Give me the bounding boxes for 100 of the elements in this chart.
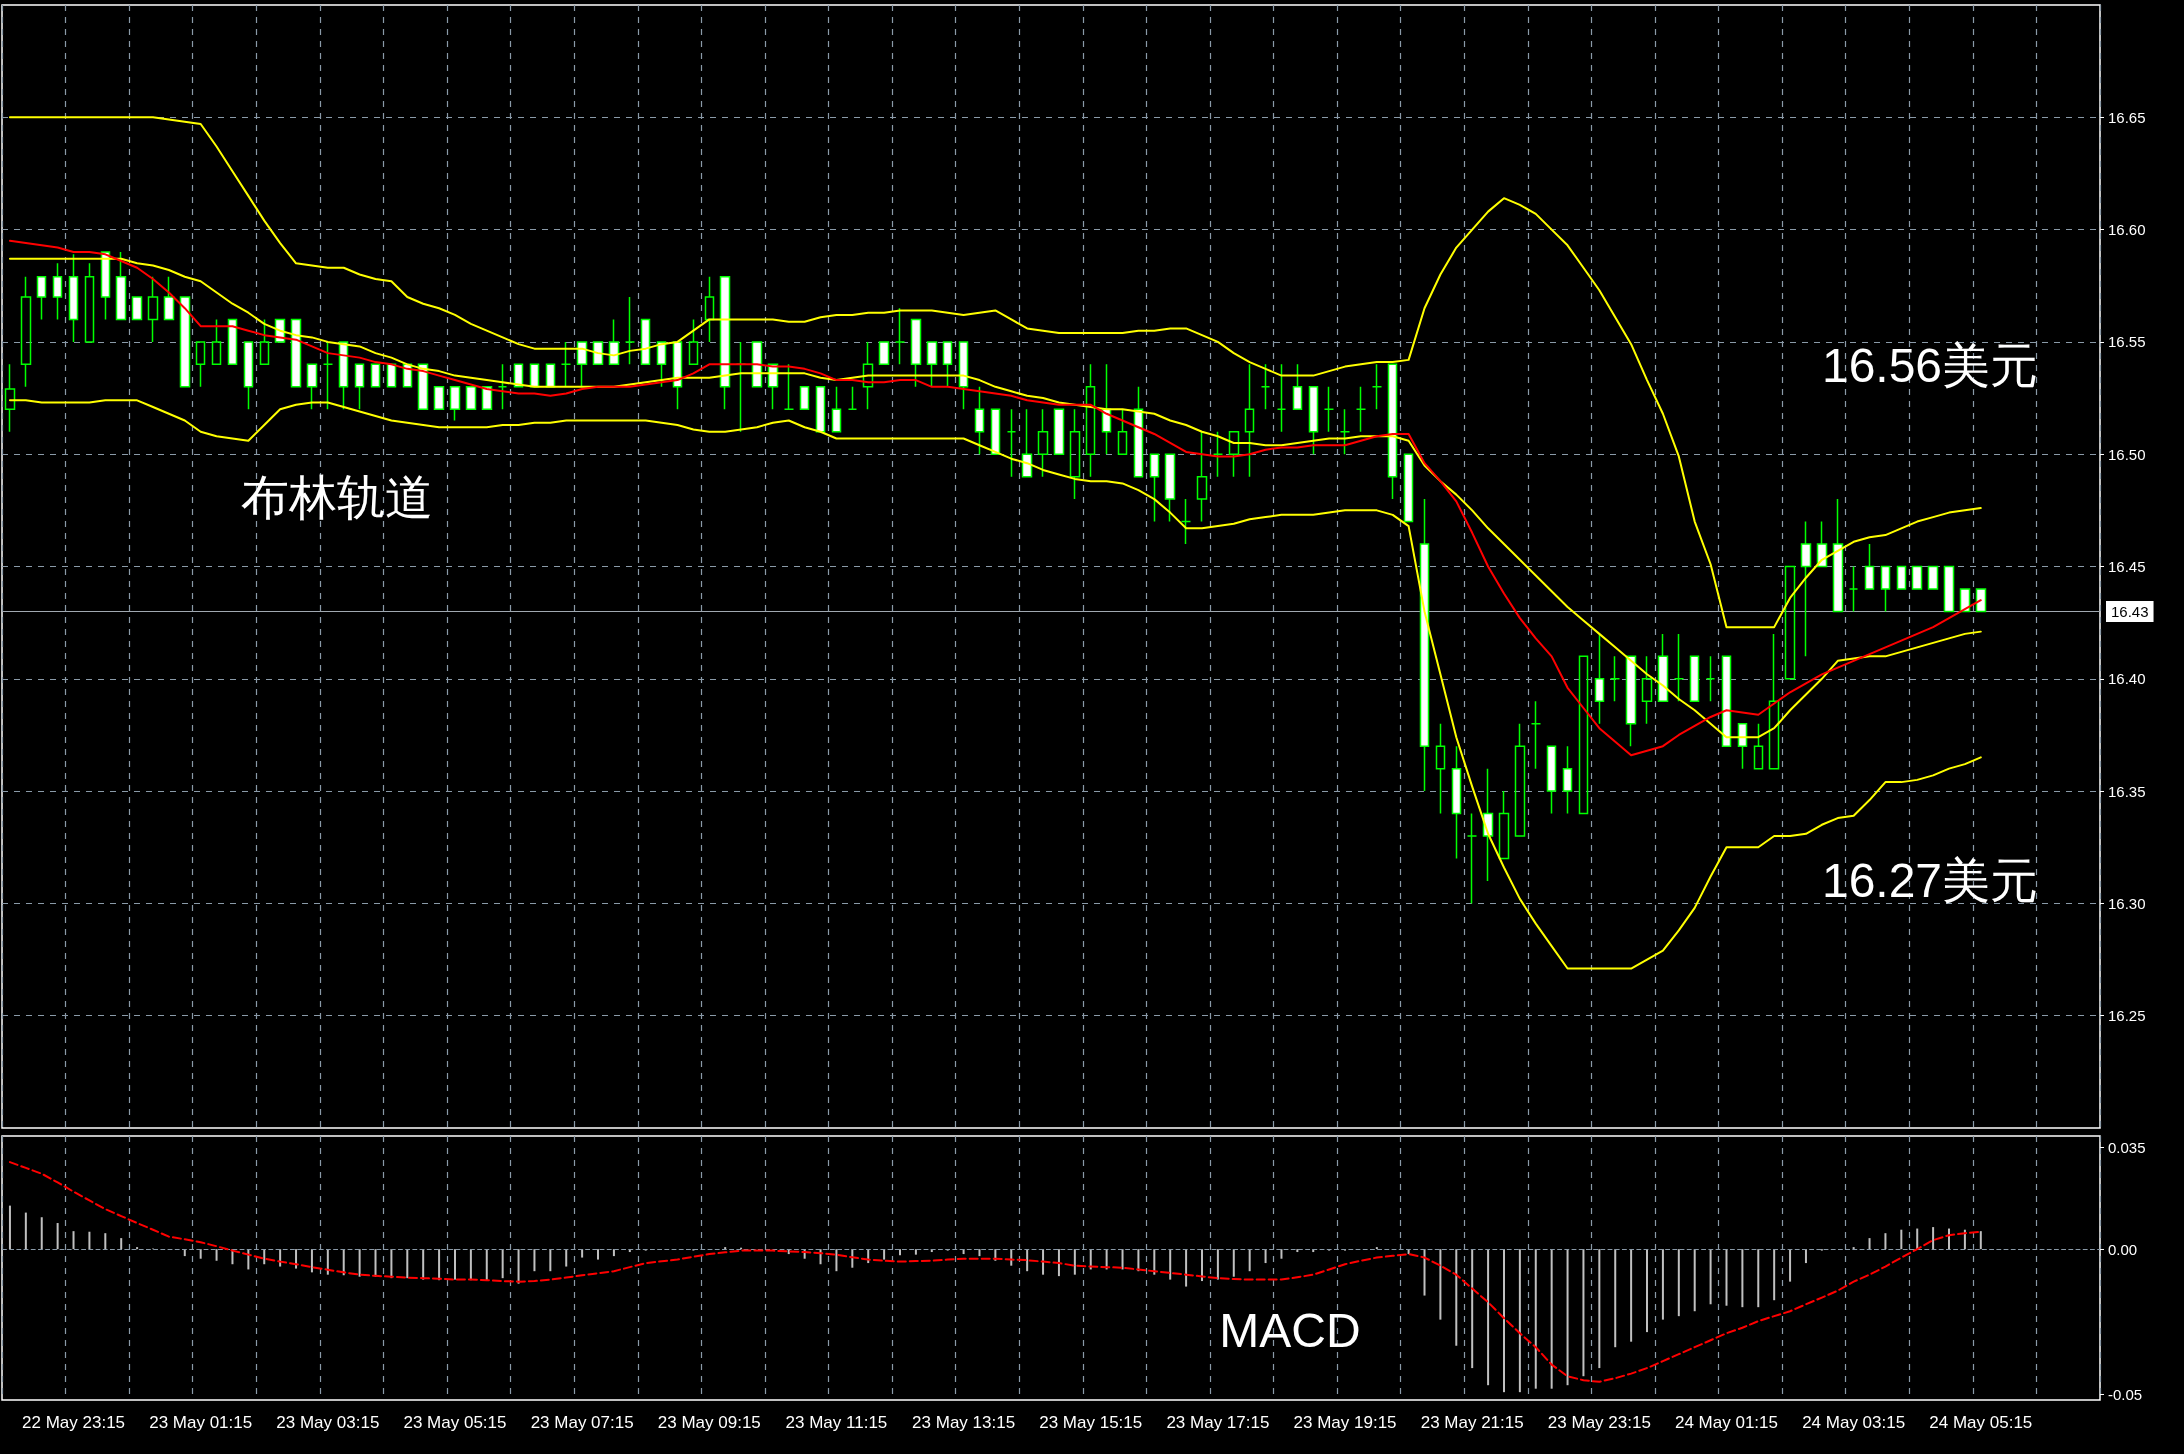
bar [24, 1212, 27, 1250]
ref-line-label: 16.43 [2111, 602, 2149, 620]
bar [1852, 1247, 1855, 1250]
x-tick-label: 23 May 15:15 [1039, 1413, 1143, 1432]
bar [1916, 1228, 1919, 1250]
bar [88, 1231, 91, 1250]
candlestick [1308, 386, 1319, 455]
candlestick [1355, 386, 1367, 433]
candlestick [115, 251, 127, 321]
candlestick [497, 363, 508, 411]
bar [1566, 1249, 1569, 1386]
bar [390, 1249, 393, 1279]
candlestick [1737, 722, 1748, 770]
candlestick [1848, 565, 1859, 613]
candlestick [1196, 430, 1208, 523]
candlestick [465, 386, 477, 411]
candlestick [84, 262, 95, 343]
bar [1248, 1249, 1251, 1272]
bar [1693, 1249, 1696, 1312]
y-tick-label: -0.05 [2108, 1385, 2143, 1403]
bar [1518, 1249, 1521, 1393]
bar [612, 1249, 615, 1257]
candlestick [640, 318, 651, 366]
candlestick [1641, 655, 1653, 725]
candlestick [1371, 363, 1383, 411]
bar [72, 1231, 75, 1250]
candlestick [1975, 588, 1987, 613]
candlestick [290, 318, 302, 388]
candlestick [386, 363, 397, 388]
candlestick [20, 276, 32, 388]
y-tick-label: 16.55 [2108, 333, 2146, 351]
candlestick [1435, 722, 1446, 815]
x-tick-label: 24 May 01:15 [1674, 1413, 1778, 1432]
bar [485, 1249, 488, 1281]
candlestick [1514, 722, 1526, 837]
bar [1550, 1249, 1553, 1389]
candlestick [1021, 408, 1033, 478]
y-tick-label: 16.40 [2108, 670, 2146, 688]
bar [962, 1249, 965, 1255]
bar [422, 1249, 425, 1280]
bar [883, 1249, 886, 1260]
candlestick [1482, 767, 1494, 882]
bar [517, 1249, 520, 1284]
candlestick [179, 296, 191, 388]
y-tick-label: 16.25 [2108, 1007, 2146, 1025]
candlestick [163, 276, 175, 321]
candlestick [926, 341, 938, 388]
candlestick [1800, 520, 1812, 658]
candlestick [1085, 363, 1096, 478]
candlestick [354, 363, 365, 411]
y-tick-label: 0.00 [2108, 1240, 2138, 1258]
annotation: 16.56美元 [1821, 338, 2039, 392]
candlestick [990, 408, 1001, 455]
candlestick [1149, 453, 1160, 523]
y-tick-label: 0.035 [2108, 1139, 2146, 1157]
candlestick [560, 341, 572, 388]
candlestick [1546, 745, 1557, 815]
candlestick [1323, 386, 1335, 433]
candlestick [449, 386, 461, 422]
bar [1614, 1249, 1617, 1348]
candlestick [306, 363, 318, 411]
bar [1868, 1238, 1871, 1250]
candlestick [1053, 408, 1065, 455]
y-tick-label: 16.45 [2108, 558, 2146, 575]
bar [914, 1249, 917, 1255]
bar [1677, 1249, 1680, 1317]
candlestick [1466, 812, 1478, 905]
bar [453, 1249, 456, 1280]
candlestick [433, 386, 445, 411]
y-tick-label: 16.50 [2108, 445, 2146, 463]
candlestick [1244, 363, 1255, 478]
candlestick [36, 276, 47, 321]
candlestick [370, 363, 381, 388]
candlestick [894, 307, 906, 366]
candlestick [1689, 655, 1700, 703]
x-tick-label: 22 May 23:15 [22, 1413, 126, 1432]
candlestick [195, 341, 206, 388]
candlestick [1228, 430, 1240, 478]
bar [1455, 1249, 1458, 1346]
bar [1439, 1249, 1442, 1320]
y-tick-label: 16.65 [2108, 108, 2146, 126]
bar [1121, 1249, 1124, 1270]
candlestick [1339, 408, 1351, 455]
bar [1646, 1249, 1649, 1333]
x-tick-label: 23 May 21:15 [1420, 1413, 1524, 1432]
candlestick [704, 276, 715, 343]
bar [1598, 1249, 1601, 1369]
bar [1884, 1233, 1887, 1250]
candlestick [1721, 655, 1732, 747]
candlestick [1292, 363, 1303, 411]
x-tick-label: 23 May 23:15 [1547, 1413, 1651, 1432]
candlestick [608, 318, 620, 366]
x-tick-label: 23 May 17:15 [1166, 1413, 1270, 1432]
bar [1709, 1249, 1712, 1305]
candlestick [68, 253, 79, 343]
x-tick-label: 23 May 07:15 [530, 1413, 634, 1432]
bar [263, 1249, 266, 1265]
x-tick-label: 23 May 19:15 [1293, 1413, 1397, 1432]
candlestick [1419, 498, 1430, 792]
annotation: MACD [1219, 1303, 1361, 1357]
